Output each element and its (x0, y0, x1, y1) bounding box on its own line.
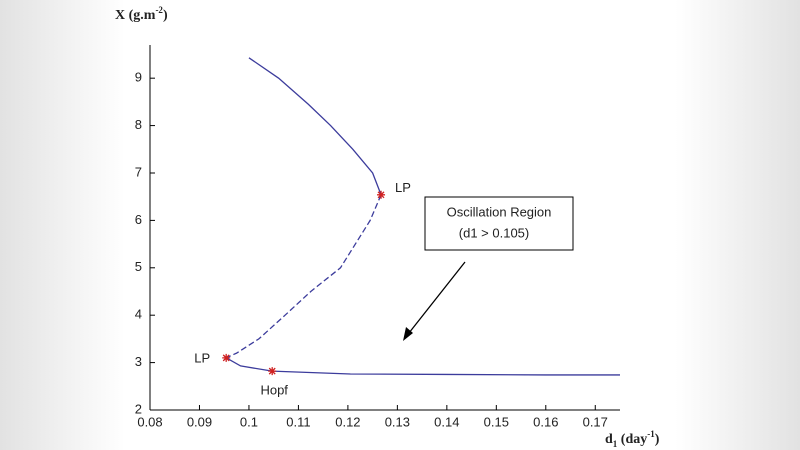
axes (149, 45, 620, 411)
y-axis-label: X (g.m-2) (115, 5, 168, 23)
side-shade (675, 0, 800, 450)
y-tick-label: 2 (135, 401, 142, 416)
x-tick-label: 0.15 (484, 414, 509, 429)
y-tick-label: 7 (135, 164, 142, 179)
x-tick-label: 0.09 (187, 414, 212, 429)
label-part: (day (617, 432, 647, 447)
special-point (222, 353, 231, 362)
x-tick-label: 0.11 (286, 414, 310, 429)
side-shade (0, 0, 125, 450)
special-point (268, 367, 277, 376)
annotation-box (424, 196, 574, 251)
x-tick-label: 0.14 (434, 414, 459, 429)
curve (225, 194, 382, 359)
x-tick-label: 0.17 (583, 414, 608, 429)
point-label: Hopf (260, 383, 288, 398)
label-part: X (g.m (115, 8, 156, 23)
label-part: ) (655, 432, 660, 447)
annotation-text: (d1 > 0.105) (459, 225, 529, 240)
x-tick-label: 0.08 (137, 414, 162, 429)
curve (248, 57, 382, 196)
annotation-text: Oscillation Region (447, 204, 552, 219)
curve (225, 357, 620, 376)
point-label: LP (395, 180, 411, 195)
annotation-arrow (403, 261, 466, 341)
label-part: -2 (155, 5, 163, 15)
label-part: ) (163, 8, 168, 23)
y-tick-label: 9 (135, 70, 142, 85)
x-tick-label: 0.13 (385, 414, 410, 429)
x-tick-label: 0.12 (335, 414, 360, 429)
label-part: 1 (613, 439, 618, 449)
label-part: d (605, 432, 613, 447)
point-label: LP (194, 350, 210, 365)
y-tick-label: 8 (135, 117, 142, 132)
y-tick-label: 4 (135, 307, 142, 322)
special-point (377, 190, 386, 199)
label-part: -1 (647, 429, 655, 439)
y-tick-label: 3 (135, 354, 142, 369)
x-tick-label: 0.16 (533, 414, 558, 429)
y-tick-label: 6 (135, 212, 142, 227)
x-axis-label: d1 (day-1) (605, 429, 660, 449)
x-tick-label: 0.1 (240, 414, 258, 429)
y-tick-label: 5 (135, 259, 142, 274)
